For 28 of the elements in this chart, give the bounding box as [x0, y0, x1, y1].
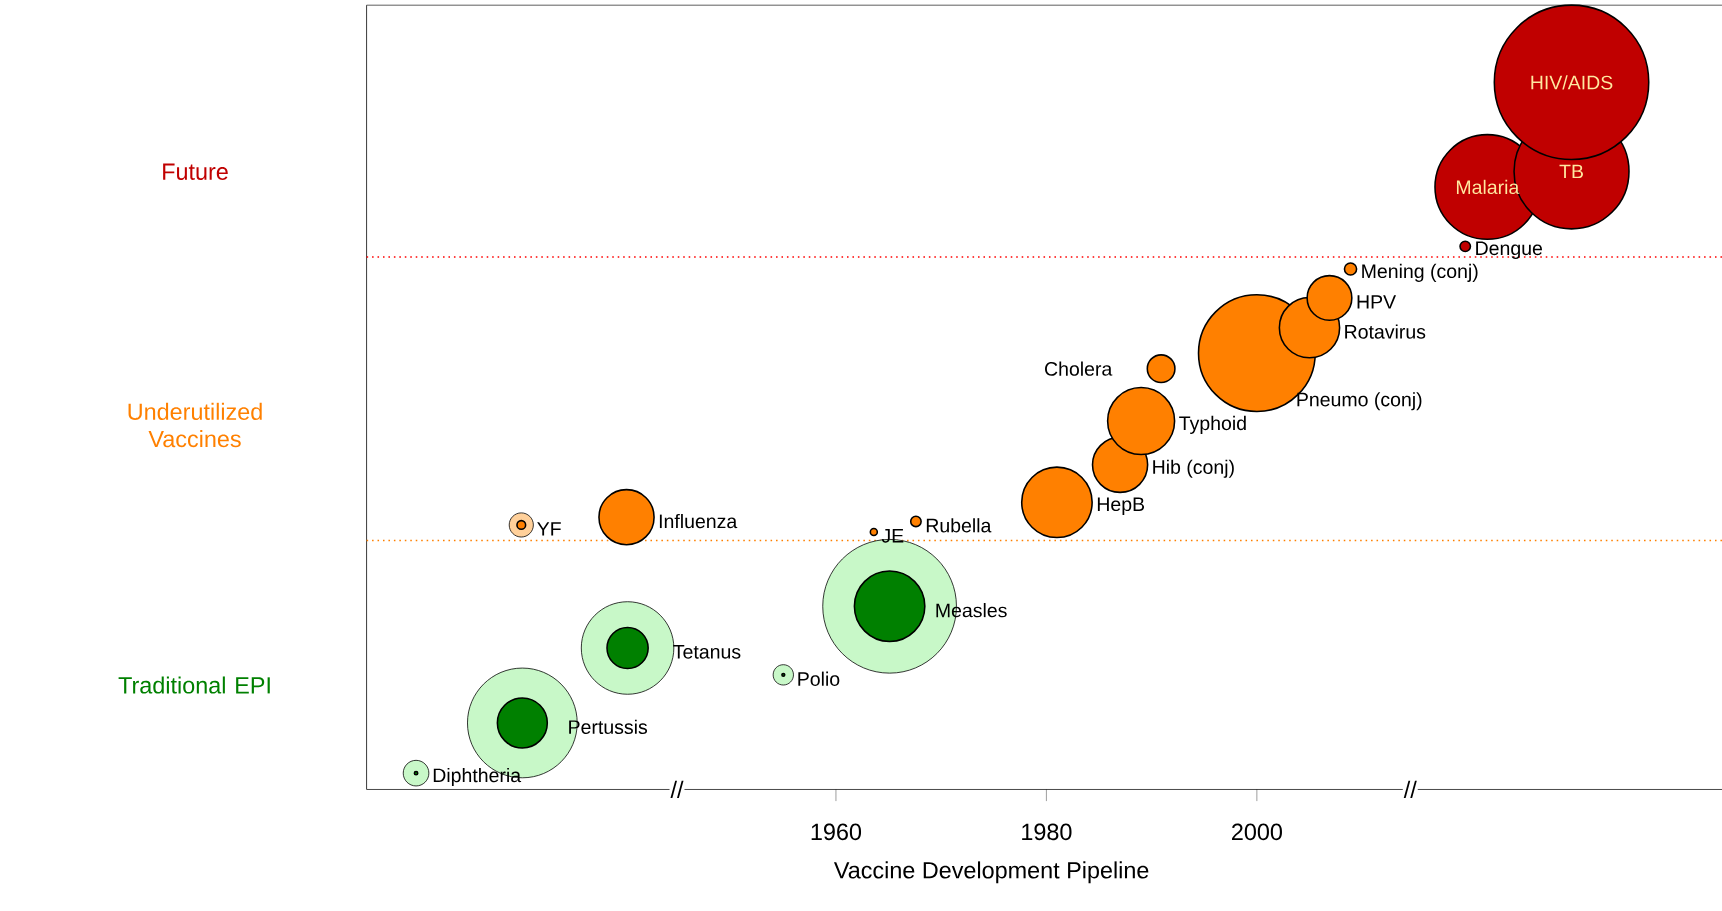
annotation: Polio	[798, 671, 840, 686]
annotation: Hib (conj)	[1153, 459, 1234, 478]
annotation: Rotavirus	[1345, 324, 1426, 339]
annotation: HIV/AIDS	[1531, 74, 1613, 90]
annotation: YF	[537, 521, 561, 536]
annotation: Typhoid	[1179, 415, 1246, 434]
annotation: //	[670, 780, 684, 798]
annotation: Dengue	[1476, 241, 1542, 259]
annotation: Pneumo (conj)	[1297, 391, 1422, 411]
annotation: HPV	[1357, 294, 1397, 309]
annotation: Influenza	[659, 513, 738, 529]
annotation: Cholera	[1045, 361, 1113, 376]
annotation: Mening (conj)	[1362, 263, 1478, 282]
annotation: Pertussis	[569, 719, 648, 734]
annotation: Tetanus	[673, 644, 741, 659]
annotation: HepB	[1097, 497, 1145, 515]
annotation: TB	[1559, 164, 1583, 178]
text: Traditional EPI	[118, 676, 270, 694]
annotation: Measles	[936, 602, 1007, 618]
annotation: Rubella	[926, 517, 992, 533]
annotation: Diphtheria	[433, 767, 522, 786]
x-axis-title: Vaccine Development Pipeline	[833, 861, 1149, 883]
x-tick-label: 1980	[1022, 823, 1072, 840]
annotation: //	[1403, 780, 1417, 798]
x-tick-label: 1960	[811, 823, 862, 840]
x-tick-label: 2000	[1232, 823, 1282, 840]
text: Future	[163, 163, 228, 180]
text: Underutilized Vaccines	[128, 402, 262, 448]
